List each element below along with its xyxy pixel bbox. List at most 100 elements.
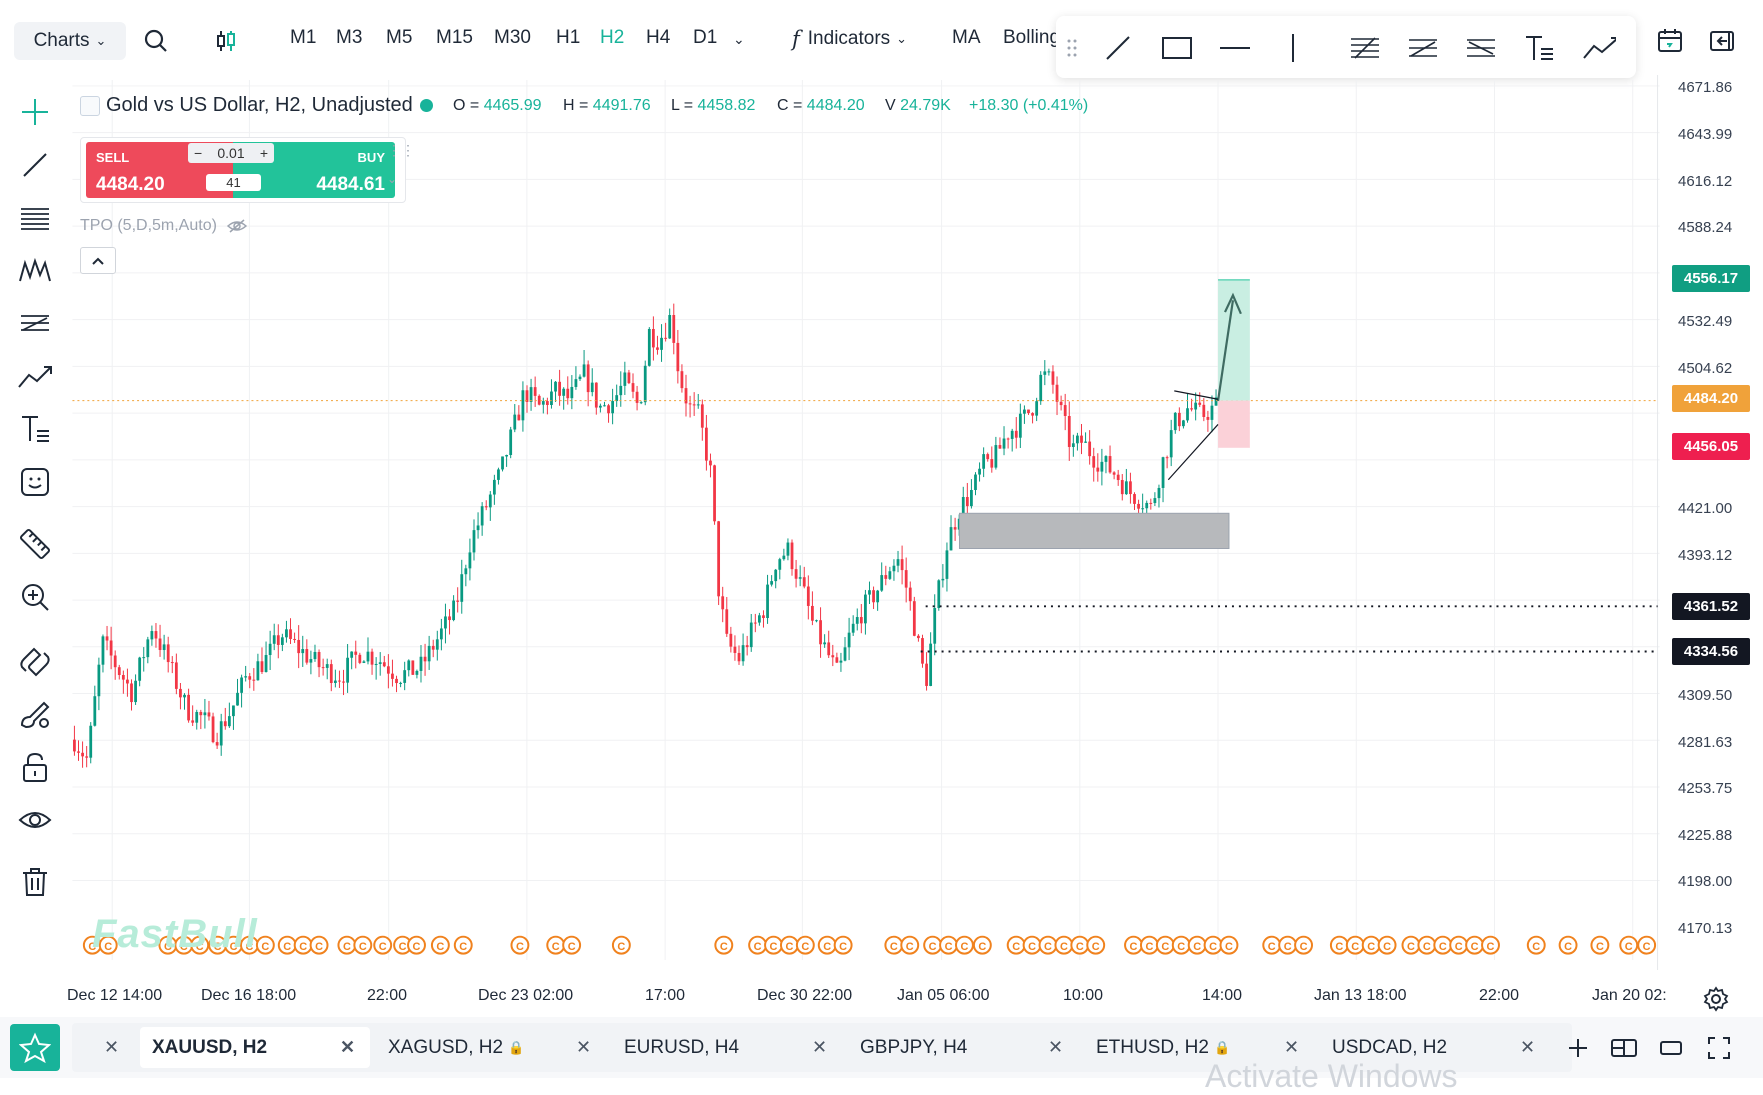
layout-split-icon[interactable] (1607, 1031, 1641, 1065)
event-marker-icon (1558, 935, 1578, 955)
time-axis[interactable]: Dec 12 14:00 Dec 16 18:00 22:00 Dec 23 0… (67, 975, 1667, 1017)
pattern-icon[interactable] (15, 250, 55, 290)
calendar-sync-icon[interactable] (1655, 26, 1685, 56)
ma-indicator-button[interactable]: MA (952, 27, 981, 48)
favorites-star-button[interactable] (10, 1024, 60, 1071)
gear-icon[interactable] (1703, 986, 1729, 1012)
window-icon[interactable] (1654, 1031, 1688, 1065)
close-tab-icon[interactable]: ✕ (340, 1037, 356, 1057)
search-icon[interactable] (141, 26, 171, 56)
tab-xauusd-h2[interactable]: XAUUSD, H2 ✕ (140, 1027, 370, 1068)
event-marker-icon (1219, 935, 1239, 955)
horizontal-line-price-tag[interactable]: 4334.56 (1672, 638, 1750, 665)
close-tab-icon[interactable]: ✕ (104, 1037, 120, 1057)
close-tab-icon[interactable]: ✕ (1520, 1037, 1536, 1057)
timeframe-m3[interactable]: M3 (336, 27, 363, 48)
tab-xagusd-h2[interactable]: XAGUSD, H2 🔒 ✕ (376, 1027, 606, 1068)
fib-retracement-tool-icon[interactable] (1348, 31, 1382, 65)
candle-body (594, 382, 598, 408)
text-tool-icon[interactable] (1522, 31, 1556, 65)
tpo-indicator-label[interactable]: TPO (5,D,5m,Auto) (80, 217, 247, 235)
timeframe-more-chevron-icon[interactable]: ⌄ (733, 31, 745, 47)
fib-fan-tool-icon[interactable] (1464, 31, 1498, 65)
candle-body (627, 372, 631, 384)
crosshair-icon[interactable] (15, 92, 55, 132)
candle-body (407, 660, 411, 671)
text-icon[interactable] (15, 409, 55, 449)
tab-eurusd-h4[interactable]: EURUSD, H4 ✕ (612, 1027, 842, 1068)
chevron-down-icon[interactable]: ⌄ (387, 172, 398, 186)
chart-grid (72, 75, 1660, 970)
parallel-channel-tool-icon[interactable] (1406, 31, 1440, 65)
candlestick-type-icon[interactable] (211, 26, 241, 56)
rectangle-tool-icon[interactable] (1160, 31, 1194, 65)
timeframe-h1[interactable]: H1 (556, 27, 581, 48)
trend-line-tool-icon[interactable] (1101, 31, 1135, 65)
eye-visibility-icon[interactable] (15, 800, 55, 840)
quantity-value[interactable]: 0.01 (217, 145, 245, 161)
lock-icon[interactable] (15, 747, 55, 787)
brush-settings-icon[interactable] (15, 694, 55, 734)
close-tab-icon[interactable]: ✕ (812, 1037, 828, 1057)
close-tab-icon[interactable]: ✕ (1048, 1037, 1064, 1057)
timeframe-m5[interactable]: M5 (386, 27, 413, 48)
charts-menu-button[interactable]: Charts ⌄ (14, 22, 126, 60)
minus-button[interactable]: − (194, 145, 203, 161)
forecast-icon[interactable] (15, 356, 55, 396)
candle-body (639, 402, 643, 404)
take-profit-price-tag[interactable]: 4556.17 (1672, 265, 1750, 292)
tab-usdcad-h2[interactable]: USDCAD, H2 ✕ (1320, 1027, 1550, 1068)
vertical-line-tool-icon[interactable] (1276, 31, 1310, 65)
pattern-tool-icon[interactable] (1582, 31, 1616, 65)
candle-body (1014, 430, 1018, 438)
candle-body (847, 632, 851, 648)
symbol-title[interactable]: Gold vs US Dollar, H2, Unadjusted (106, 94, 413, 116)
candle-body (89, 725, 93, 758)
candle-body (1157, 487, 1161, 499)
timeframe-h2[interactable]: H2 (600, 27, 625, 48)
quantity-stepper[interactable]: − 0.01 + (188, 143, 274, 163)
bollinger-indicator-button[interactable]: Bolling (1003, 27, 1059, 48)
eye-hidden-icon[interactable] (226, 218, 247, 234)
candle-body (1047, 371, 1051, 373)
timeframe-m15[interactable]: M15 (436, 27, 473, 48)
horizontal-line-price-tag[interactable]: 4361.52 (1672, 593, 1750, 620)
candle-body (982, 454, 986, 469)
current-price-tag[interactable]: 4484.20 (1672, 385, 1750, 412)
drag-handle-icon[interactable]: ⋮⋮ (387, 142, 415, 158)
trash-delete-icon[interactable] (15, 862, 55, 902)
collapse-panel-icon[interactable] (1707, 26, 1737, 56)
candle-body (117, 667, 121, 676)
timeframe-d1[interactable]: D1 (693, 27, 718, 48)
magnet-icon[interactable] (15, 642, 55, 682)
plus-button[interactable]: + (259, 145, 268, 161)
timeframe-m30[interactable]: M30 (494, 27, 531, 48)
close-tab-icon[interactable]: ✕ (1284, 1037, 1300, 1057)
candle-body (223, 721, 227, 727)
stop-loss-price-tag[interactable]: 4456.05 (1672, 433, 1750, 460)
horizontal-line-tool-icon[interactable] (1218, 31, 1252, 65)
timeframe-m1[interactable]: M1 (290, 27, 317, 48)
channel-icon[interactable] (15, 303, 55, 343)
drag-handle-icon[interactable] (1062, 31, 1082, 65)
indicators-button[interactable]: f Indicators ⌄ (792, 27, 907, 51)
close-tab-icon[interactable]: ✕ (576, 1037, 592, 1057)
tab-gbpjpy-h4[interactable]: GBPJPY, H4 ✕ (848, 1027, 1078, 1068)
timeframe-h4[interactable]: H4 (646, 27, 671, 48)
emoji-sticker-icon[interactable] (15, 462, 55, 502)
line-tool-icon[interactable] (15, 145, 55, 185)
candle-body (709, 460, 712, 466)
add-tab-icon[interactable] (1561, 1031, 1595, 1065)
fib-levels-icon[interactable] (15, 198, 55, 238)
collapse-indicators-button[interactable] (80, 247, 116, 274)
zoom-in-icon[interactable] (15, 577, 55, 617)
fullscreen-icon[interactable] (1702, 1031, 1736, 1065)
tab-ethusd-h2[interactable]: ETHUSD, H2 🔒 ✕ (1084, 1027, 1314, 1068)
candle-body (183, 694, 186, 698)
volume-value: 24.79K (900, 97, 951, 114)
time-label: Dec 16 18:00 (201, 987, 297, 1004)
ruler-measure-icon[interactable] (15, 524, 55, 564)
price-scale[interactable]: 4671.86 4643.99 4616.12 4588.24 4532.49 … (1666, 70, 1763, 970)
